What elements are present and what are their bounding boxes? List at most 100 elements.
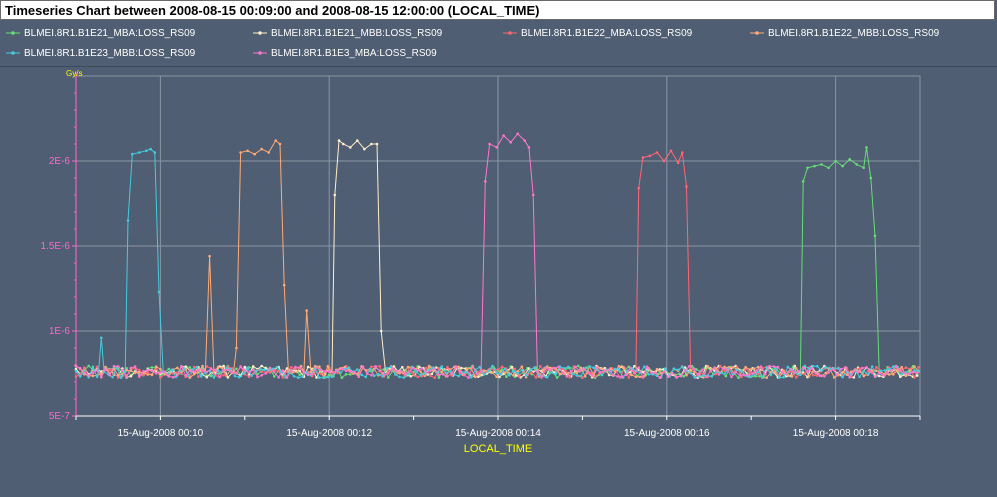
data-point	[419, 370, 422, 373]
data-point	[142, 373, 145, 377]
data-point	[658, 368, 662, 371]
data-point	[256, 375, 259, 379]
data-point	[292, 375, 296, 378]
data-point	[662, 159, 666, 163]
data-point	[536, 370, 539, 374]
data-point	[724, 374, 728, 378]
data-point	[184, 365, 187, 369]
data-point	[495, 375, 498, 379]
data-point	[731, 366, 735, 369]
data-point	[751, 372, 754, 375]
data-point	[370, 142, 373, 146]
data-point	[628, 370, 632, 374]
series-line	[75, 147, 918, 379]
data-point	[311, 372, 314, 376]
data-point	[824, 365, 828, 369]
data-point	[793, 364, 797, 368]
data-point	[759, 365, 763, 368]
data-point	[841, 375, 844, 379]
data-point	[748, 368, 752, 371]
data-point	[719, 364, 722, 368]
data-point	[538, 365, 542, 368]
data-point	[281, 376, 285, 379]
data-point	[633, 364, 636, 368]
data-point	[848, 158, 851, 161]
data-point	[681, 151, 684, 154]
data-point	[574, 365, 577, 369]
data-point	[235, 371, 238, 375]
data-point	[544, 366, 548, 370]
data-point	[613, 370, 617, 373]
data-point	[462, 373, 466, 377]
data-point	[365, 372, 369, 375]
data-point	[225, 374, 228, 378]
y-tick-label: 2E-6	[49, 156, 71, 167]
data-point	[327, 370, 331, 373]
data-point	[406, 365, 410, 369]
data-point	[297, 376, 300, 379]
data-point	[267, 151, 271, 154]
data-point	[382, 374, 386, 377]
data-point	[330, 375, 334, 379]
data-point	[197, 375, 200, 379]
data-point	[95, 375, 99, 379]
data-point	[277, 370, 280, 373]
data-point	[412, 366, 415, 370]
data-point	[100, 372, 103, 375]
data-point	[627, 376, 631, 379]
data-point	[709, 370, 712, 373]
data-point	[858, 375, 861, 379]
data-point	[554, 372, 557, 376]
data-point	[412, 373, 415, 376]
data-point	[683, 369, 687, 373]
data-point	[150, 369, 154, 373]
series-line	[75, 149, 920, 379]
data-point	[862, 166, 865, 170]
data-point	[735, 368, 739, 372]
data-point	[726, 368, 729, 371]
series-line	[75, 133, 918, 379]
data-point	[516, 132, 519, 136]
data-point	[849, 370, 853, 374]
data-point	[887, 373, 891, 376]
data-point	[908, 369, 912, 372]
data-point	[761, 375, 764, 379]
data-point	[664, 367, 667, 370]
data-point	[370, 374, 373, 377]
data-point	[630, 373, 633, 377]
data-point	[915, 374, 919, 377]
data-point	[877, 374, 881, 378]
data-point	[278, 142, 282, 146]
data-point	[886, 371, 889, 374]
data-point	[681, 365, 684, 369]
data-point	[221, 366, 224, 370]
legend-item: BLMEI.8R1.B1E21_MBA:LOSS_RS09	[6, 26, 195, 40]
data-point	[264, 372, 268, 375]
data-point	[416, 369, 420, 372]
legend: BLMEI.8R1.B1E21_MBA:LOSS_RS09 BLMEI.8R1.B…	[0, 22, 997, 67]
data-point	[758, 375, 761, 378]
data-point	[503, 367, 507, 371]
data-point	[444, 371, 448, 375]
data-point	[167, 367, 171, 371]
data-point	[858, 367, 861, 370]
data-point	[550, 371, 553, 374]
legend-swatch-icon	[750, 31, 764, 35]
data-point	[260, 364, 264, 368]
data-point	[153, 151, 157, 154]
data-point	[818, 374, 822, 378]
data-point	[482, 373, 486, 377]
data-point	[533, 366, 536, 369]
data-point	[467, 376, 470, 380]
data-point	[917, 365, 920, 369]
data-point	[95, 368, 99, 372]
data-point	[479, 370, 483, 374]
data-point	[78, 366, 82, 370]
data-point	[621, 365, 625, 369]
data-point	[827, 371, 830, 374]
data-point	[571, 372, 574, 376]
data-point	[567, 365, 570, 369]
data-point	[83, 366, 86, 370]
data-point	[427, 364, 431, 368]
series-2	[74, 149, 920, 380]
